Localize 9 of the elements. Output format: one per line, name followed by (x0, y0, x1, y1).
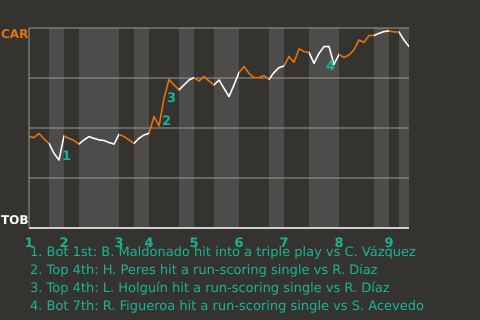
annotation: 2 (162, 114, 172, 129)
annotation: 4 (326, 59, 336, 74)
text: CAR (1, 26, 28, 42)
text: TOB (1, 212, 29, 228)
text: 2. Top 4th: H. Peres hit a run-scoring single vs R. Díaz (30, 262, 378, 280)
annotation: 1 (62, 149, 72, 164)
text: 3. Top 4th: L. Holguín hit a run-scoring single vs R. Díaz (30, 280, 391, 298)
text: 4. Bot 7th: R. Figueroa hit a run-scoring single vs S. Acevedo (30, 298, 424, 316)
annotation: 3 (167, 91, 176, 106)
